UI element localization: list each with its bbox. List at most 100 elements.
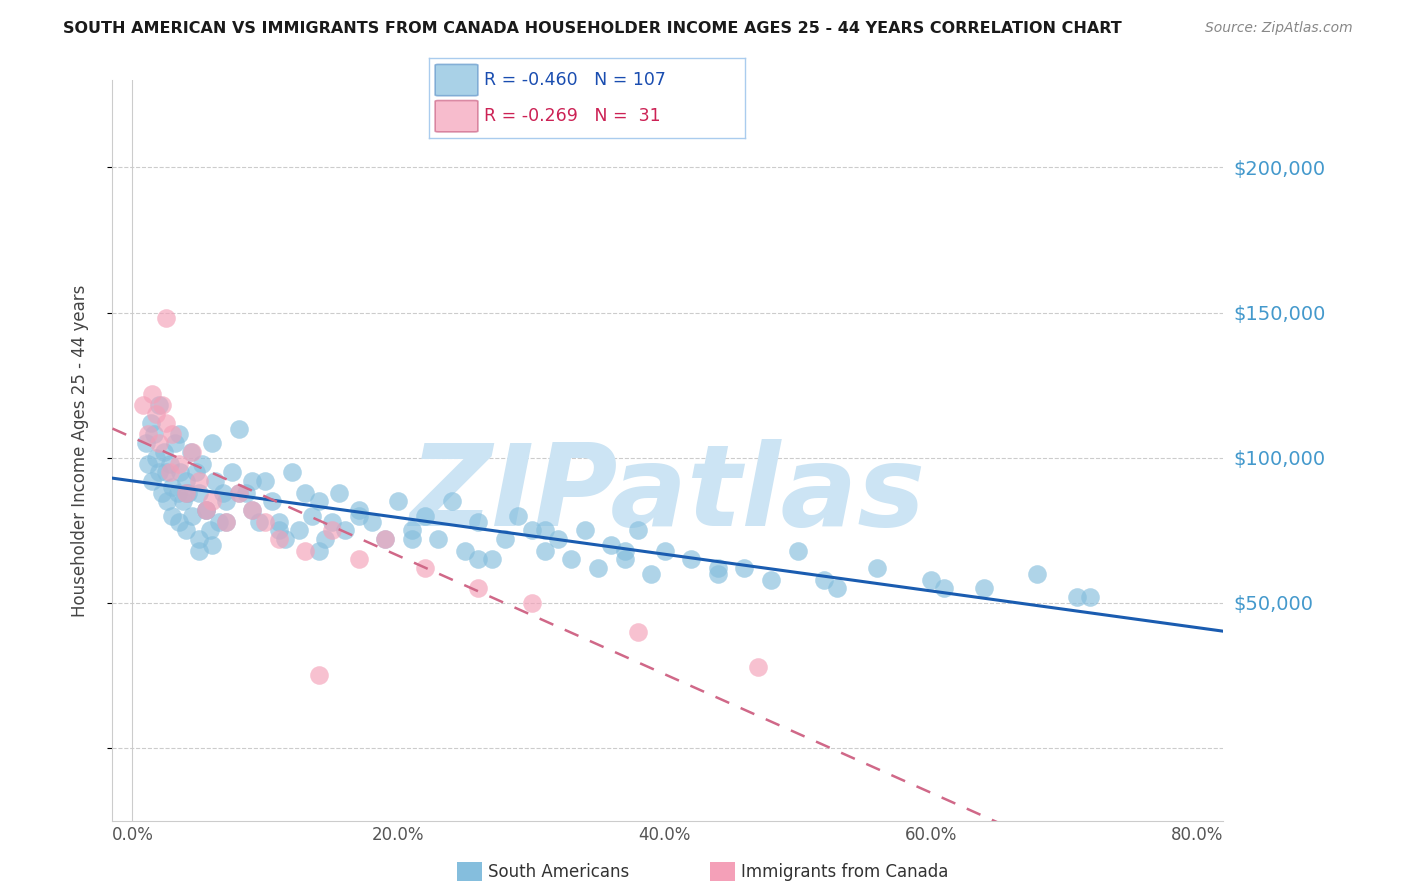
Point	[240, 503, 263, 517]
Point	[294, 543, 316, 558]
Point	[813, 573, 835, 587]
Point	[328, 485, 350, 500]
Point	[733, 561, 755, 575]
Point	[155, 465, 177, 479]
Y-axis label: Householder Income Ages 25 - 44 years: Householder Income Ages 25 - 44 years	[70, 285, 89, 616]
Point	[162, 427, 184, 442]
Point	[228, 485, 250, 500]
Point	[240, 503, 263, 517]
Point	[440, 494, 463, 508]
Point	[135, 436, 157, 450]
Point	[145, 407, 167, 421]
Point	[214, 515, 236, 529]
Text: SOUTH AMERICAN VS IMMIGRANTS FROM CANADA HOUSEHOLDER INCOME AGES 25 - 44 YEARS C: SOUTH AMERICAN VS IMMIGRANTS FROM CANADA…	[63, 21, 1122, 37]
Point	[401, 532, 423, 546]
Point	[148, 436, 170, 450]
Point	[627, 524, 650, 538]
Point	[228, 485, 250, 500]
Point	[150, 485, 173, 500]
Point	[574, 524, 596, 538]
Point	[174, 485, 197, 500]
Point	[204, 474, 226, 488]
Point	[156, 494, 179, 508]
Point	[187, 485, 209, 500]
Text: Immigrants from Canada: Immigrants from Canada	[741, 863, 948, 881]
Point	[221, 465, 243, 479]
Point	[747, 659, 769, 673]
Point	[262, 494, 284, 508]
Point	[314, 532, 336, 546]
Point	[198, 524, 221, 538]
Text: R = -0.269   N =  31: R = -0.269 N = 31	[484, 107, 661, 125]
Point	[138, 457, 160, 471]
Point	[162, 480, 184, 494]
Point	[201, 538, 224, 552]
Point	[467, 582, 489, 596]
Point	[1026, 566, 1049, 581]
FancyBboxPatch shape	[436, 64, 478, 95]
Point	[706, 566, 728, 581]
FancyBboxPatch shape	[436, 101, 478, 132]
Point	[174, 474, 197, 488]
Point	[139, 416, 162, 430]
Point	[274, 532, 297, 546]
Point	[374, 532, 396, 546]
Point	[267, 524, 290, 538]
Point	[247, 515, 270, 529]
Point	[162, 508, 184, 523]
Point	[920, 573, 942, 587]
Point	[159, 465, 181, 479]
Point	[254, 474, 277, 488]
Point	[163, 436, 186, 450]
Point	[401, 524, 423, 538]
Point	[520, 596, 543, 610]
Point	[508, 508, 530, 523]
Point	[150, 399, 173, 413]
Point	[481, 552, 503, 566]
Point	[187, 474, 209, 488]
Text: ZIPatlas: ZIPatlas	[409, 440, 927, 550]
Point	[640, 566, 662, 581]
Point	[208, 515, 231, 529]
Point	[174, 485, 197, 500]
Point	[413, 561, 436, 575]
Point	[141, 474, 163, 488]
Point	[533, 543, 555, 558]
Point	[201, 494, 224, 508]
Point	[201, 436, 224, 450]
Point	[214, 515, 236, 529]
Point	[187, 532, 209, 546]
Point	[413, 508, 436, 523]
Point	[347, 508, 370, 523]
Point	[186, 465, 208, 479]
Point	[153, 445, 176, 459]
Point	[159, 457, 181, 471]
Point	[194, 503, 217, 517]
Point	[560, 552, 582, 566]
Point	[586, 561, 609, 575]
Point	[827, 582, 849, 596]
Point	[335, 524, 357, 538]
Point	[141, 387, 163, 401]
Point	[212, 485, 235, 500]
Point	[155, 311, 177, 326]
Point	[866, 561, 889, 575]
Point	[308, 668, 330, 682]
Point	[138, 427, 160, 442]
Point	[627, 624, 650, 639]
Point	[132, 399, 155, 413]
Point	[387, 494, 409, 508]
Point	[374, 532, 396, 546]
Point	[194, 503, 217, 517]
Point	[494, 532, 516, 546]
Point	[520, 524, 543, 538]
Point	[169, 465, 191, 479]
Point	[214, 494, 236, 508]
Point	[148, 399, 170, 413]
Point	[347, 552, 370, 566]
Point	[187, 543, 209, 558]
Point	[181, 508, 204, 523]
Point	[167, 427, 190, 442]
Point	[172, 494, 194, 508]
Text: South Americans: South Americans	[488, 863, 628, 881]
